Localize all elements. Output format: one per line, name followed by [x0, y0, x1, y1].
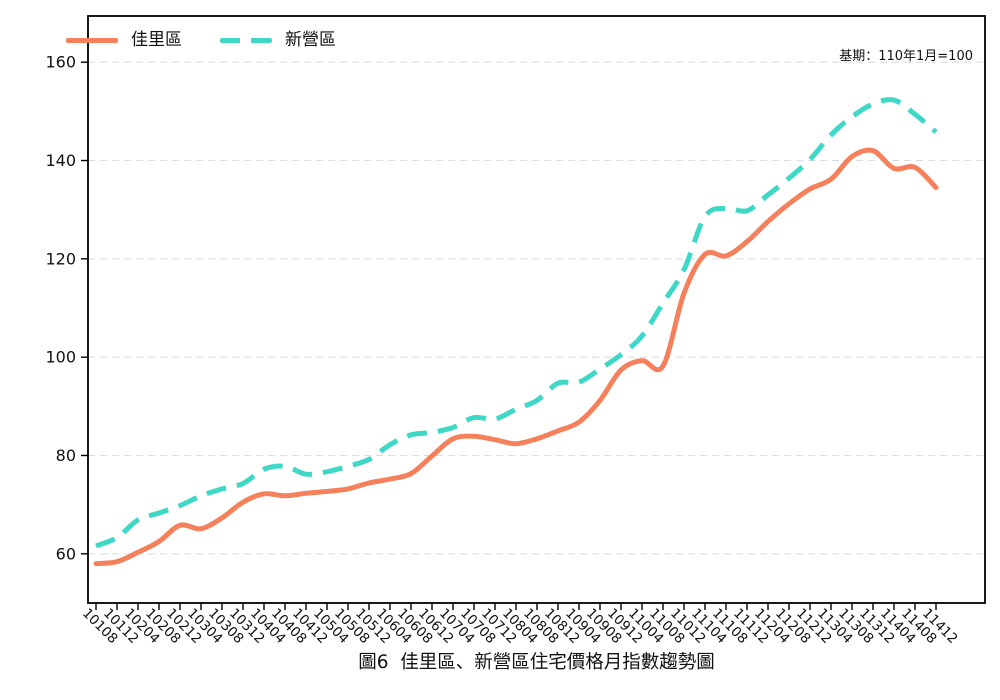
- xinying-line-swatch: [220, 38, 272, 43]
- y-tick-label: 100: [45, 348, 76, 367]
- y-tick-label: 60: [56, 544, 76, 563]
- legend-label-xinying: 新營區: [285, 30, 336, 50]
- y-tick-label: 120: [45, 249, 76, 268]
- legend-item-xinying: 新營區: [220, 32, 336, 49]
- y-tick-label: 140: [45, 151, 76, 170]
- jiali-line-swatch: [66, 38, 118, 43]
- y-tick-label: 160: [45, 53, 76, 72]
- chart-legend: 佳里區 新營區: [66, 32, 336, 49]
- y-tick-label: 80: [56, 446, 76, 465]
- plot-border: [87, 15, 986, 604]
- base-period-note: 基期：110年1月=100: [839, 49, 973, 64]
- series-line-jiali: [93, 147, 939, 567]
- legend-item-jiali: 佳里區: [66, 32, 182, 49]
- legend-label-jiali: 佳里區: [131, 30, 182, 50]
- chart-title: 圖6 佳里區、新營區住宅價格月指數趨勢圖: [358, 652, 715, 673]
- series-line-xinying: [95, 97, 938, 549]
